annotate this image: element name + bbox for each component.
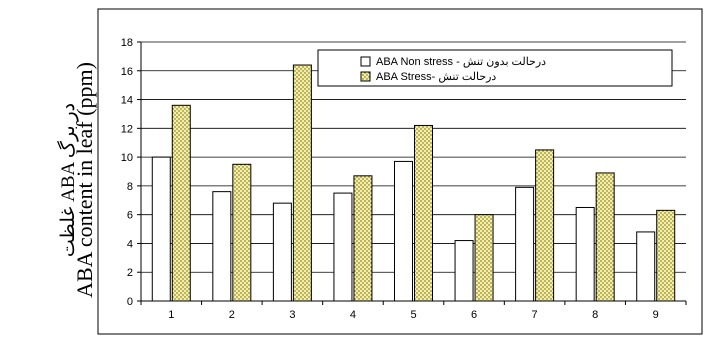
legend: ABA Non stress - درحالت بدون تنش ABA Str… — [317, 49, 673, 87]
x-tick-label: 3 — [289, 309, 295, 321]
bar-nonstress — [212, 191, 232, 302]
y-tick-label: 18 — [121, 37, 133, 49]
x-tick-label: 1 — [168, 309, 174, 321]
x-tick-label: 4 — [350, 309, 356, 321]
legend-swatch-stress — [360, 71, 371, 82]
y-tick-labels: 0 2 4 6 8 10 12 14 16 18 — [121, 37, 141, 308]
bar-stress — [232, 163, 252, 302]
y-tick-label: 6 — [127, 210, 133, 222]
bar-stress — [353, 175, 373, 302]
bar-stress — [535, 149, 555, 302]
x-tick-label: 5 — [410, 309, 416, 321]
x-tick-labels: 1 2 3 4 5 6 7 8 9 — [140, 301, 687, 321]
bar-nonstress — [151, 156, 171, 302]
axes — [140, 42, 686, 302]
bar-nonstress — [515, 186, 535, 302]
legend-label-nonstress: ABA Non stress - درحالت بدون تنش — [376, 56, 546, 68]
bar-nonstress — [394, 160, 413, 302]
y-tick-label: 4 — [127, 238, 133, 250]
x-tick-label: 8 — [592, 309, 598, 321]
legend-box — [317, 49, 673, 87]
bar-stress — [474, 214, 494, 302]
y-axis-label-en: ABA content in leaf (ppm) — [72, 62, 97, 298]
bar-nonstress — [333, 192, 353, 302]
bar-stress — [656, 209, 676, 302]
y-tick-label: 14 — [121, 95, 133, 107]
y-tick-label: 10 — [121, 152, 133, 164]
y-tick-label: 16 — [121, 66, 133, 78]
bar-stress — [171, 104, 191, 302]
x-tick-label: 7 — [532, 309, 538, 321]
y-tick-label: 2 — [127, 267, 133, 279]
y-axis-label-fa: غلظت ABA در برگ — [56, 103, 79, 257]
bar-stress — [414, 124, 433, 302]
x-tick-label: 9 — [653, 309, 659, 321]
bar-nonstress — [272, 202, 292, 302]
y-tick-label: 8 — [127, 181, 133, 193]
bar-nonstress — [575, 206, 595, 302]
y-tick-label: 0 — [127, 296, 133, 308]
x-tick-label: 6 — [471, 309, 477, 321]
x-tick-label: 2 — [229, 309, 235, 321]
bar-stress — [292, 64, 312, 302]
bar-nonstress — [636, 231, 656, 302]
legend-swatch-nonstress — [360, 56, 371, 67]
legend-label-stress: ABA Stress- درحالت تنش — [376, 71, 496, 83]
bar-stress — [595, 172, 615, 302]
bar-nonstress — [454, 240, 474, 302]
y-tick-label: 12 — [121, 123, 133, 135]
